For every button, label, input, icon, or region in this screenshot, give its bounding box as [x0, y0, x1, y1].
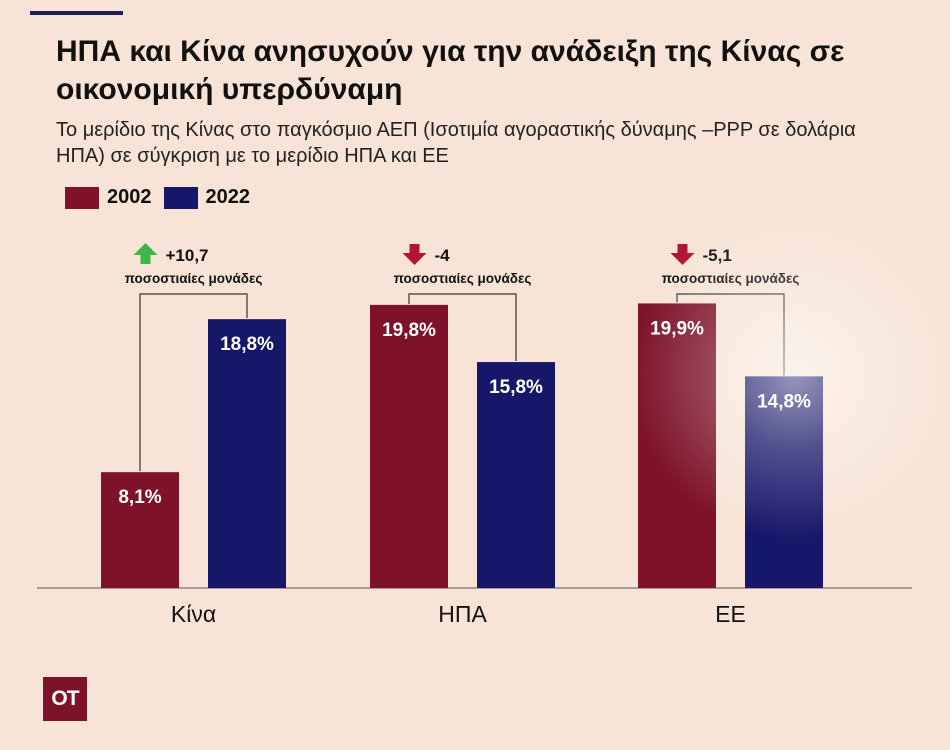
- change-bracket-1: [139, 293, 248, 472]
- data-label-2022-2: 15,8%: [489, 377, 543, 398]
- data-label-2002-1: 8,1%: [118, 487, 161, 508]
- legend: 2002 2022: [65, 186, 262, 209]
- data-label-2002-2: 19,8%: [382, 320, 436, 341]
- legend-label-2022: 2022: [205, 186, 251, 208]
- legend-swatch-2022: [163, 186, 198, 209]
- legend-item-2002: 2002: [65, 186, 152, 209]
- chart-title: ΗΠΑ και Κίνα ανησυχούν για την ανάδειξη …: [56, 35, 845, 106]
- legend-label-2002: 2002: [107, 186, 152, 208]
- bar-2002-2: [370, 304, 448, 588]
- change-unit-label-1: ποσοστιαίες μονάδες: [125, 271, 263, 286]
- change-value-1: +10,7: [166, 246, 209, 265]
- bar-2002-1: [101, 472, 179, 588]
- change-unit-label-2: ποσοστιαίες μονάδες: [394, 271, 532, 286]
- category-label-2: ΗΠΑ: [438, 601, 487, 627]
- bar-2022-2: [477, 362, 555, 588]
- decorative-glow: [630, 210, 950, 540]
- top-accent-rule: [30, 11, 123, 15]
- change-bracket-2: [408, 293, 517, 362]
- change-value-2: -4: [435, 246, 451, 265]
- ot-logo: ΟΤ: [43, 677, 87, 721]
- data-label-2022-1: 18,8%: [220, 334, 274, 355]
- legend-item-2022: 2022: [163, 186, 251, 209]
- up-arrow-icon: [133, 243, 158, 264]
- down-arrow-icon-2: [402, 244, 427, 265]
- legend-swatch-2002: [65, 186, 99, 209]
- category-label-3: ΕΕ: [715, 601, 746, 627]
- chart-subtitle: Το μερίδιο της Κίνας στο παγκόσμιο ΑΕΠ (…: [56, 119, 856, 167]
- category-label-1: Κίνα: [171, 601, 216, 627]
- bar-2022-1: [208, 319, 286, 588]
